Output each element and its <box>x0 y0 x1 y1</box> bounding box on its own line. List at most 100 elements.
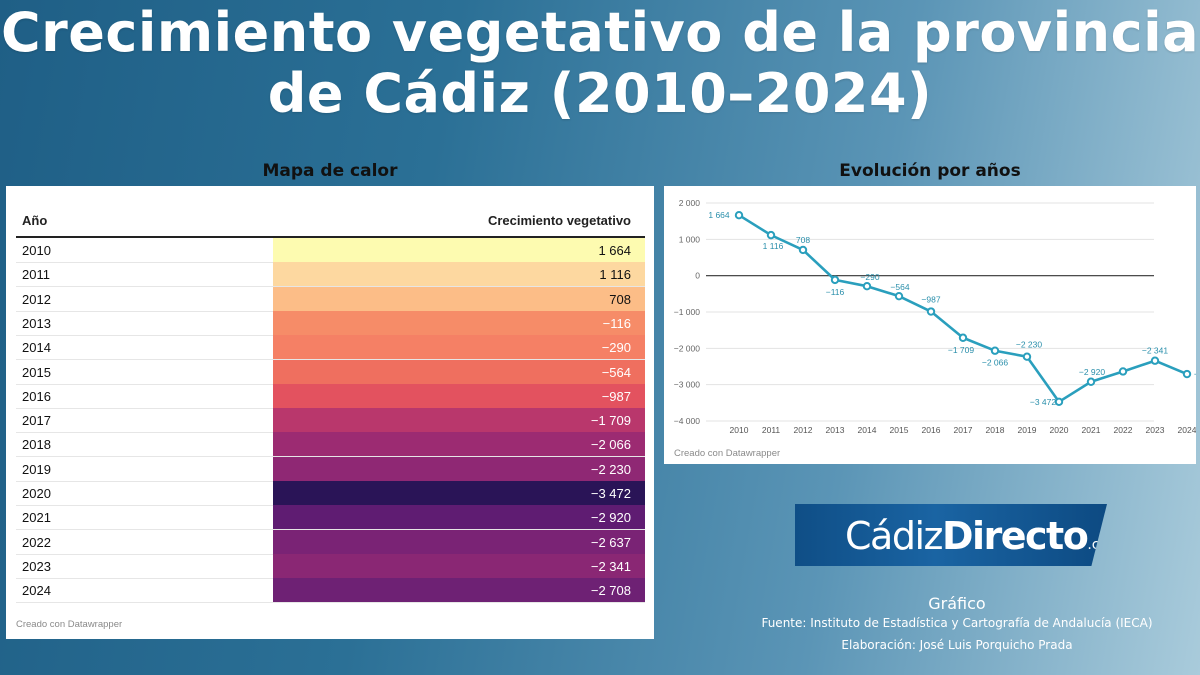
heat-cell: −3 472 <box>273 481 645 505</box>
data-point <box>1022 352 1032 361</box>
x-tick-label: 2017 <box>954 425 973 435</box>
x-tick-label: 2020 <box>1050 425 1069 435</box>
data-point <box>990 346 1000 355</box>
data-point <box>1086 377 1096 386</box>
x-tick-label: 2010 <box>730 425 749 435</box>
x-tick-label: 2014 <box>858 425 877 435</box>
line-chart: 2 000 1 000 0 −1 000 −2 000 −3 000 −4 000 2010 2… <box>664 186 1200 464</box>
row-value: −290 <box>601 340 631 356</box>
row-value: −2 637 <box>590 534 631 550</box>
column-header-value: Crecimiento vegetativo <box>487 213 631 228</box>
x-tick-label: 2011 <box>762 425 781 435</box>
x-tick-label: 2021 <box>1082 425 1101 435</box>
x-tick-label: 2023 <box>1146 425 1165 435</box>
data-label: −2 920 <box>1079 367 1106 377</box>
data-label: −2 341 <box>1142 346 1169 356</box>
row-value: 708 <box>609 291 631 307</box>
page-title: Crecimiento vegetativo de la provincia d… <box>0 1 1200 125</box>
heat-cell: 1 664 <box>273 238 645 262</box>
row-year: 2022 <box>22 534 51 550</box>
table-row: 2019 −2 230 <box>16 456 645 482</box>
row-year: 2018 <box>22 437 51 453</box>
row-year: 2014 <box>22 340 51 356</box>
heat-cell: −116 <box>273 310 645 335</box>
data-point <box>1182 369 1192 379</box>
data-label: −2 708 <box>1194 369 1196 379</box>
cadiz-directo-logo[interactable]: CádizDirecto.com <box>795 504 1107 566</box>
datawrapper-credit[interactable]: Creado con Datawrapper <box>674 448 781 459</box>
x-tick-label: 2012 <box>794 425 813 435</box>
logo-part-1: Cádiz <box>845 514 943 558</box>
row-year: 2012 <box>22 291 51 307</box>
heat-cell: −2 920 <box>273 505 645 530</box>
line-chart-title: Evolución por años <box>839 161 1021 181</box>
data-point <box>1054 397 1064 407</box>
table-header: Año Crecimiento vegetativo <box>16 210 645 238</box>
table-row: 2018 −2 066 <box>16 432 645 458</box>
heat-cell: 1 116 <box>273 262 645 287</box>
row-value: −2 920 <box>590 510 631 526</box>
data-point <box>958 333 968 342</box>
data-point <box>894 291 904 301</box>
x-tick-label: 2024 <box>1178 425 1196 435</box>
table-row: 2016 −987 <box>16 383 645 409</box>
heat-cell: −987 <box>273 383 645 408</box>
data-point <box>734 211 744 220</box>
heat-cell: 708 <box>273 286 645 311</box>
x-tick-label: 2022 <box>1114 425 1133 435</box>
row-value: 1 664 <box>598 243 631 258</box>
row-value: −1 709 <box>590 413 631 429</box>
y-tick-label: −3 000 <box>674 380 701 390</box>
row-value: −2 066 <box>590 437 631 453</box>
datawrapper-credit[interactable]: Creado con Datawrapper <box>16 619 123 630</box>
line-chart-svg: 2 000 1 000 0 −1 000 −2 000 −3 000 −4 000 2010 2… <box>674 198 1200 435</box>
logo-part-2: Directo <box>941 514 1089 558</box>
row-year: 2016 <box>22 388 51 404</box>
table-row: 2013 −116 <box>16 310 645 336</box>
data-point <box>926 307 936 316</box>
data-label: 1 116 <box>763 241 784 251</box>
table-row: 2012 708 <box>16 286 645 312</box>
data-point <box>798 245 808 255</box>
logo-text: CádizDirecto.com <box>845 514 1107 558</box>
heatmap-table: Año Crecimiento vegetativo 2010 1 664 2011… <box>6 186 654 639</box>
column-header-year: Año <box>22 213 48 228</box>
data-label: 1 664 <box>708 210 730 220</box>
data-label: −2 230 <box>1016 340 1043 350</box>
row-value: 1 116 <box>599 267 631 283</box>
y-tick-label: 2 000 <box>679 198 701 208</box>
data-point <box>766 230 776 240</box>
data-point <box>830 275 840 285</box>
row-value: −3 472 <box>590 486 631 501</box>
footer-source: Fuente: Instituto de Estadística y Carto… <box>761 616 1153 630</box>
table-row: 2017 −1 709 <box>16 408 645 434</box>
row-year: 2020 <box>22 486 51 501</box>
table-row: 2023 −2 341 <box>16 553 645 579</box>
row-year: 2013 <box>22 315 51 331</box>
data-label: −3 472 <box>1030 397 1057 407</box>
data-point <box>1150 356 1160 365</box>
x-tick-label: 2013 <box>826 425 845 435</box>
data-label: −1 709 <box>948 345 975 355</box>
x-tick-label: 2016 <box>922 425 941 435</box>
row-value: −2 230 <box>590 461 631 477</box>
x-tick-label: 2018 <box>986 425 1005 435</box>
data-label: −290 <box>860 272 879 282</box>
row-year: 2021 <box>22 510 51 526</box>
data-label: 708 <box>796 235 810 245</box>
heat-cell: −2 230 <box>273 456 645 481</box>
heat-cell: −564 <box>273 359 645 384</box>
table-row: 2024 −2 708 <box>16 578 645 604</box>
heat-cell: −1 709 <box>273 408 645 433</box>
row-year: 2011 <box>22 267 50 283</box>
data-point <box>1118 367 1128 376</box>
y-tick-label: −2 000 <box>674 343 701 353</box>
row-year: 2010 <box>22 243 51 258</box>
table-row: 2020 −3 472 <box>16 481 645 506</box>
heat-cell: −2 637 <box>273 529 645 554</box>
heat-cell: −2 708 <box>273 578 645 603</box>
row-value: −2 341 <box>590 558 631 574</box>
heat-cell: −2 341 <box>273 553 645 578</box>
row-year: 2024 <box>22 583 51 599</box>
table-row: 2014 −290 <box>16 335 645 361</box>
